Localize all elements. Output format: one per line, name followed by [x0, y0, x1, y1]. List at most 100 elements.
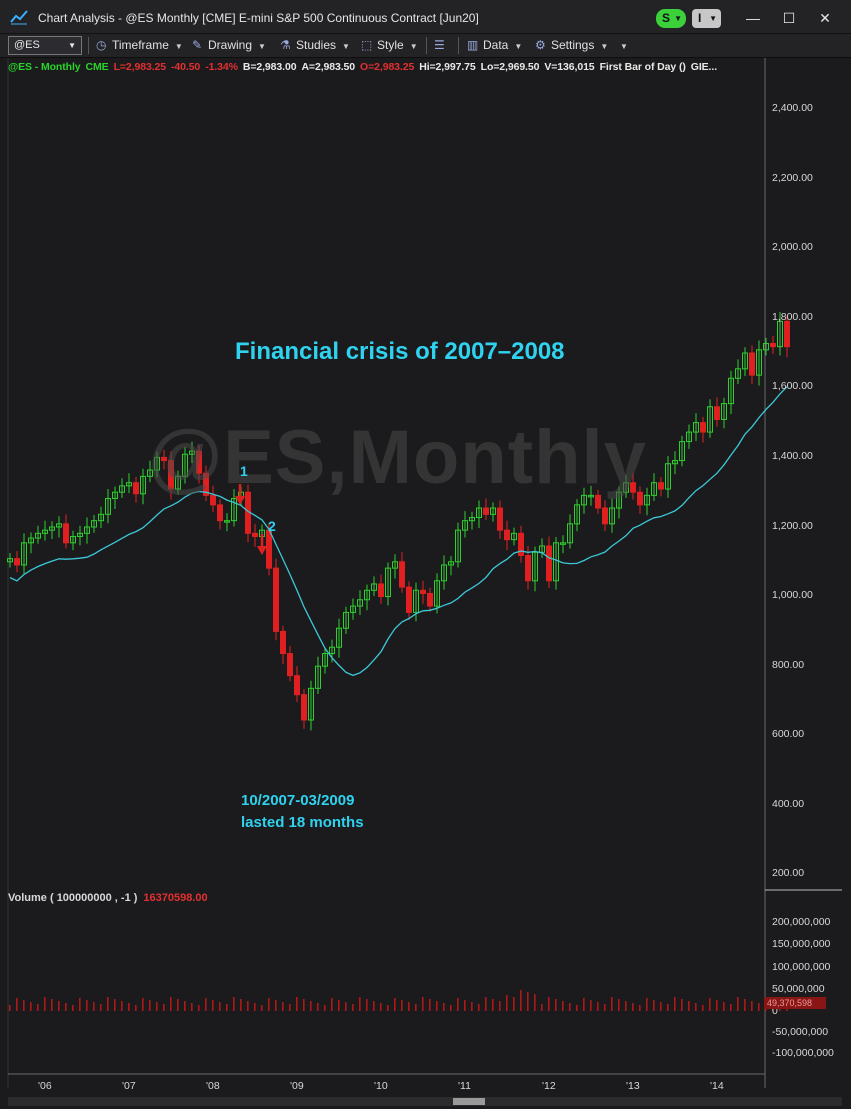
volume-bar [338, 1000, 340, 1011]
volume-bar [723, 1002, 725, 1011]
scrollbar-thumb[interactable] [453, 1098, 485, 1105]
chart-window[interactable]: @ES - Monthly CME L=2,983.25 -40.50 -1.34% B=… [0, 58, 851, 1098]
drawing-menu[interactable]: ✎ Drawing ▼ [192, 38, 266, 52]
volume-bar [702, 1005, 704, 1011]
maximize-button[interactable]: ☐ [782, 10, 796, 26]
volume-bar [429, 999, 431, 1011]
volume-bar [611, 997, 613, 1011]
style-menu[interactable]: ⬚ Style ▼ [361, 38, 418, 52]
data-menu[interactable]: ▥ Data ▼ [467, 38, 522, 52]
price-tick-label: 1,200.00 [772, 520, 813, 532]
settings-menu[interactable]: ⚙ Settings ▼ [535, 38, 608, 52]
volume-bar [261, 1005, 263, 1011]
info-open: O=2,983.25 [360, 61, 415, 73]
close-button[interactable]: ✕ [819, 10, 831, 26]
volume-bar [100, 1004, 102, 1011]
candle-body [420, 589, 426, 594]
candle-body [693, 422, 699, 433]
time-tick-label: '09 [290, 1080, 304, 1092]
time-tick-label: '12 [542, 1080, 556, 1092]
volume-bar [247, 1001, 249, 1011]
volume-bar [282, 1002, 284, 1011]
candle-body [672, 460, 678, 465]
volume-bar [569, 1003, 571, 1011]
candle-body [777, 320, 783, 348]
volume-bar [268, 998, 270, 1011]
candle-body [574, 504, 580, 525]
candle-body [707, 406, 713, 433]
candle-body [301, 694, 307, 721]
moving-average-line [9, 386, 788, 677]
settings-label: Settings [551, 38, 595, 52]
candle-body [448, 561, 454, 566]
candle-body [224, 520, 230, 523]
volume-tick-label: 200,000,000 [772, 916, 831, 928]
symbol-select[interactable]: @ES ▼ [8, 36, 82, 55]
overflow-menu[interactable]: ▼ [614, 38, 628, 52]
volume-bar [317, 1003, 319, 1011]
volume-bar [184, 1001, 186, 1011]
studies-menu[interactable]: ⚗ Studies ▼ [280, 38, 350, 52]
candle-body [483, 507, 489, 515]
status-i-button[interactable]: I ▼ [692, 9, 721, 28]
chevron-down-icon: ▼ [68, 41, 76, 50]
volume-bar [51, 999, 53, 1011]
candle-body [427, 592, 433, 607]
time-tick-label: '07 [122, 1080, 136, 1092]
volume-bar [289, 1004, 291, 1011]
candle-body [168, 460, 174, 490]
signal-arrow [235, 484, 245, 505]
info-last: L=2,983.25 [113, 61, 167, 73]
candle-body [413, 589, 419, 613]
info-symbol: @ES - Monthly [8, 61, 81, 73]
candle-body [644, 494, 650, 506]
volume-bar [653, 1000, 655, 1011]
candle-body [714, 406, 720, 420]
volume-tick-label: 150,000,000 [772, 938, 831, 950]
volume-bar [730, 1004, 732, 1011]
horizontal-scrollbar[interactable] [8, 1097, 842, 1106]
status-s-button[interactable]: S ▼ [656, 9, 686, 28]
candle-body [252, 532, 258, 537]
status-s-label: S [662, 11, 671, 25]
bar-chart-icon: ▥ [467, 38, 479, 52]
candle-body [560, 542, 566, 545]
time-tick-label: '14 [710, 1080, 724, 1092]
candle-body [140, 475, 146, 495]
volume-bar [674, 997, 676, 1011]
candle-body [784, 320, 790, 348]
volume-bar [156, 1002, 158, 1011]
candle-body [189, 450, 195, 455]
candle-body [21, 542, 27, 566]
volume-bar [135, 1005, 137, 1011]
price-tick-label: 800.00 [772, 659, 805, 671]
candle-body [77, 532, 83, 537]
volume-bar [352, 1004, 354, 1011]
volume-bar [464, 1000, 466, 1011]
chart-app-icon [10, 10, 28, 25]
candle-body [273, 567, 279, 632]
candle-body [350, 605, 356, 613]
volume-bar [457, 998, 459, 1011]
volume-tick-label: 0 [772, 1005, 778, 1017]
volume-bar [44, 997, 46, 1011]
candle-body [175, 475, 181, 490]
volume-bar [219, 1002, 221, 1011]
candle-body [406, 586, 412, 613]
candle-body [721, 403, 727, 420]
candle-body [609, 507, 615, 525]
candle-body [378, 583, 384, 598]
minimize-button[interactable]: — [746, 10, 760, 26]
timeframe-menu[interactable]: ◷ Timeframe ▼ [96, 38, 183, 52]
volume-bar [163, 1004, 165, 1011]
volume-bar [142, 998, 144, 1011]
price-chart[interactable] [0, 58, 851, 1098]
layout-button[interactable]: ☰ [434, 38, 450, 52]
volume-bar [639, 1005, 641, 1011]
candle-body [364, 589, 370, 601]
price-tick-label: 2,200.00 [772, 172, 813, 184]
candle-body [735, 368, 741, 379]
annotation-date-range: 10/2007-03/2009 [241, 792, 355, 809]
candle-body [315, 665, 321, 689]
candle-body [497, 507, 503, 531]
